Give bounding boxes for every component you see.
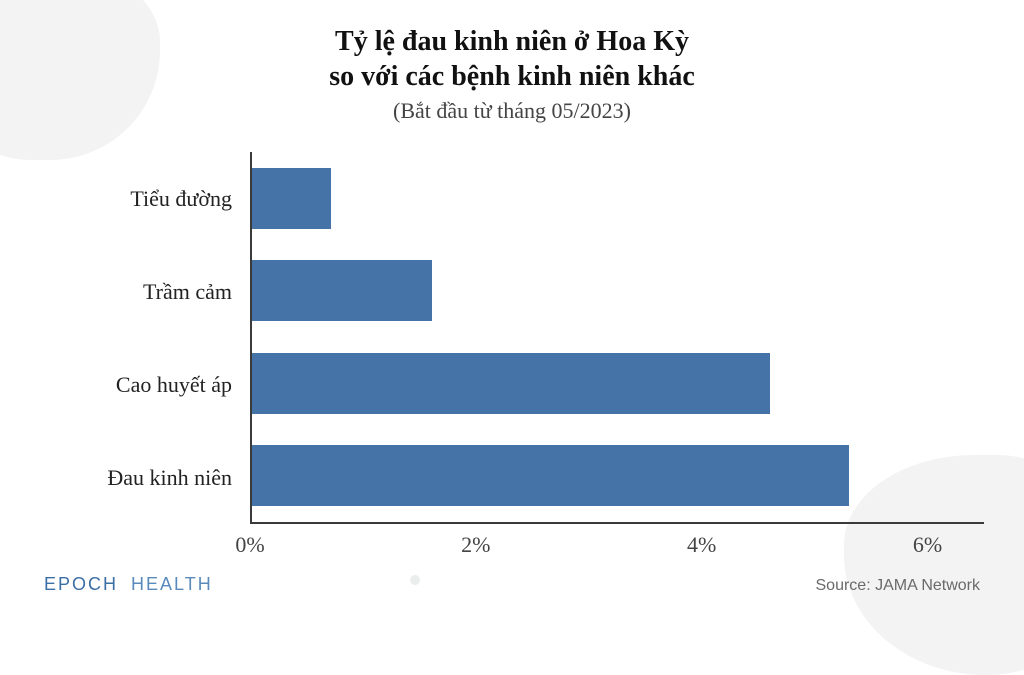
x-axis-row: 0% 2% 4% 6%	[40, 524, 984, 564]
bar	[252, 353, 770, 414]
plot-row: Tiểu đườngTrầm cảmCao huyết ápĐau kinh n…	[40, 152, 984, 524]
y-label: Tiểu đường	[40, 152, 250, 245]
x-tick: 0%	[235, 532, 264, 558]
source-label: Source: JAMA Network	[816, 577, 981, 595]
x-tick: 4%	[687, 532, 716, 558]
title-block: Tỷ lệ đau kinh niên ở Hoa Kỳ so với các …	[40, 24, 984, 124]
y-label: Trầm cảm	[40, 245, 250, 338]
bar-slot	[252, 152, 984, 245]
chart-wrap: Tiểu đườngTrầm cảmCao huyết ápĐau kinh n…	[40, 152, 984, 564]
chart-container: Tỷ lệ đau kinh niên ở Hoa Kỳ so với các …	[0, 0, 1024, 615]
footer: EPOCH HEALTH Source: JAMA Network	[40, 574, 984, 595]
chart-title-line1: Tỷ lệ đau kinh niên ở Hoa Kỳ	[40, 24, 984, 59]
bar-slot	[252, 245, 984, 338]
chart-title-line2: so với các bệnh kinh niên khác	[40, 59, 984, 94]
y-label: Đau kinh niên	[40, 431, 250, 524]
x-axis-spacer	[40, 524, 250, 564]
brand-part1: EPOCH	[44, 574, 118, 594]
y-label: Cao huyết áp	[40, 338, 250, 431]
x-tick: 2%	[461, 532, 490, 558]
chart-subtitle: (Bắt đầu từ tháng 05/2023)	[40, 98, 984, 124]
brand-part2: HEALTH	[131, 574, 213, 594]
y-axis-labels: Tiểu đườngTrầm cảmCao huyết ápĐau kinh n…	[40, 152, 250, 524]
plot-area	[250, 152, 984, 524]
x-axis: 0%2%4%6%	[250, 524, 984, 564]
bar-slot	[252, 430, 984, 523]
bar	[252, 168, 331, 229]
x-tick: 6%	[913, 532, 942, 558]
bar-slot	[252, 337, 984, 430]
bar	[252, 260, 432, 321]
bar	[252, 445, 849, 506]
brand-logo: EPOCH HEALTH	[44, 574, 213, 595]
